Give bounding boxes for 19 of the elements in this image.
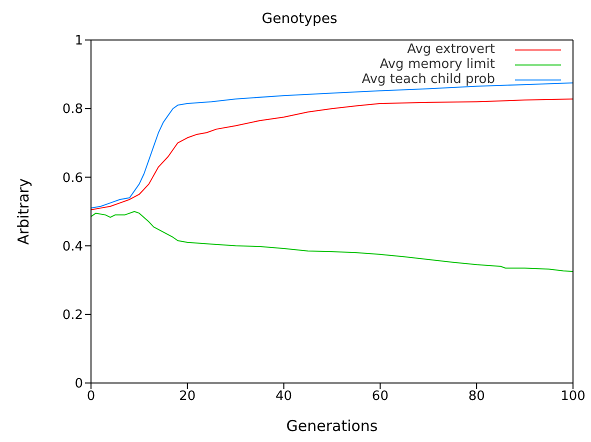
line-series [91, 211, 573, 272]
legend-label: Avg teach child prob [362, 72, 495, 87]
x-tick-label: 0 [86, 389, 96, 404]
y-axis-title: Arbitrary [14, 178, 32, 245]
x-tick-label: 80 [468, 389, 485, 404]
y-tick-label: 0.8 [62, 102, 83, 118]
x-axis-title: Generations [286, 417, 378, 435]
x-tick-label: 60 [372, 389, 388, 404]
y-tick-label: 0.6 [62, 170, 83, 186]
legend-label: Avg extrovert [407, 42, 495, 57]
y-tick-label: 0.2 [62, 308, 83, 324]
legend-label: Avg memory limit [380, 57, 495, 72]
chart-title: Genotypes [260, 10, 338, 29]
x-tick-label: 20 [179, 389, 196, 404]
x-tick-label: 100 [560, 389, 586, 404]
y-tick-label: 0 [74, 376, 83, 392]
x-tick-label: 40 [276, 389, 292, 404]
y-tick-label: 1 [74, 34, 83, 49]
y-tick-label: 0.4 [62, 239, 83, 254]
